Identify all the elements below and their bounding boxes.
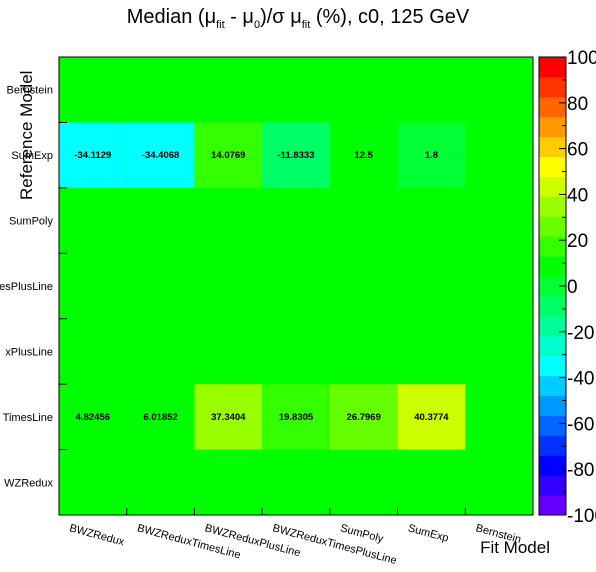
y-tick-label-6: Bernstein bbox=[7, 85, 53, 97]
x-tick-label-5: SumExp bbox=[407, 522, 450, 544]
y-axis-title: Reference Model bbox=[17, 71, 36, 200]
colorbar-tick-label-4: -20 bbox=[567, 323, 594, 344]
colorbar-segment-21 bbox=[539, 76, 566, 98]
colorbar-segment-8 bbox=[539, 335, 566, 357]
colorbar-segment-14 bbox=[539, 216, 566, 237]
y-tick-label-4: SumPoly bbox=[9, 216, 54, 228]
colorbar-segment-3 bbox=[539, 435, 566, 456]
heatmap-cell-0 bbox=[59, 122, 127, 188]
cell-label-11: 40.3774 bbox=[414, 412, 449, 423]
colorbar-tick-label-3: -40 bbox=[567, 369, 594, 390]
heatmap-cell-2 bbox=[194, 122, 263, 188]
heatmap-cell-8 bbox=[194, 384, 263, 450]
y-tick-label-5: SumExp bbox=[11, 150, 53, 162]
colorbar-tick-label-1: -80 bbox=[567, 460, 594, 481]
title-part-1: fit bbox=[216, 19, 225, 31]
y-tick-label-1: TimesLine bbox=[3, 412, 53, 424]
cell-label-4: 12.5 bbox=[354, 150, 373, 161]
colorbar-segment-18 bbox=[539, 136, 566, 158]
colorbar-segment-16 bbox=[539, 176, 566, 197]
colorbar-segment-11 bbox=[539, 276, 566, 297]
colorbar-tick-label-2: -60 bbox=[567, 414, 594, 435]
cell-label-0: -34.1129 bbox=[74, 150, 111, 161]
title-part-6: (%), c0, 125 GeV bbox=[310, 6, 470, 28]
title-part-3: 0 bbox=[253, 19, 261, 31]
colorbar-segment-15 bbox=[539, 196, 566, 217]
cell-label-6: 4.82456 bbox=[76, 412, 110, 423]
plot-frame bbox=[58, 56, 534, 516]
y-tick-label-2: xPlusLine bbox=[5, 346, 53, 358]
colorbar-segment-5 bbox=[539, 395, 566, 416]
cell-label-10: 26.7969 bbox=[347, 412, 381, 423]
cell-label-3: -11.8333 bbox=[278, 150, 315, 161]
colorbar-tick-label-5: 0 bbox=[567, 277, 578, 298]
colorbar-segment-12 bbox=[539, 256, 566, 277]
colorbar-tick-label-8: 60 bbox=[567, 140, 588, 161]
cell-label-9: 19.8305 bbox=[279, 412, 314, 423]
heatmap-cell-7 bbox=[126, 384, 195, 450]
colorbar-tick-label-9: 80 bbox=[567, 94, 588, 115]
cell-label-2: 14.0769 bbox=[211, 150, 245, 161]
cell-label-7: 6.01852 bbox=[143, 412, 177, 423]
heatmap-cell-9 bbox=[262, 384, 330, 450]
colorbar-segment-13 bbox=[539, 236, 566, 257]
title-part-5: fit bbox=[301, 19, 311, 31]
cell-label-5: 1.8 bbox=[425, 150, 438, 161]
colorbar-tick-label-0: -100 bbox=[567, 506, 596, 527]
colorbar-segment-9 bbox=[539, 315, 566, 337]
colorbar-segment-6 bbox=[539, 375, 566, 397]
colorbar-segment-4 bbox=[539, 415, 566, 436]
heatmap-cell-11 bbox=[397, 384, 466, 450]
colorbar-segment-7 bbox=[539, 355, 566, 377]
heatmap-cell-1 bbox=[126, 122, 195, 188]
heatmap-cell-5 bbox=[397, 122, 466, 188]
cell-label-8: 37.3404 bbox=[211, 412, 246, 423]
title-part-2: - μ bbox=[224, 6, 254, 28]
colorbar-segment-22 bbox=[539, 57, 566, 78]
y-tick-label-3: esPlusLine bbox=[0, 281, 53, 293]
chart-title: Median (μfit - μ0)/σ μfit (%), c0, 125 G… bbox=[0, 6, 596, 31]
colorbar-tick-label-7: 40 bbox=[567, 185, 588, 206]
colorbar-segment-17 bbox=[539, 156, 566, 177]
colorbar-segment-20 bbox=[539, 96, 566, 118]
colorbar-segment-19 bbox=[539, 116, 566, 138]
colorbar-segment-2 bbox=[539, 455, 566, 476]
colorbar-tick-label-10: 100 bbox=[567, 48, 596, 69]
heatmap-cell-4 bbox=[329, 122, 398, 188]
title-part-4: )/σ μ bbox=[260, 6, 302, 28]
x-axis-title: Fit Model bbox=[480, 538, 550, 557]
heatmap-cell-10 bbox=[329, 384, 398, 450]
colorbar-segment-0 bbox=[539, 495, 566, 516]
heatmap-cell-3 bbox=[262, 122, 330, 188]
colorbar-segment-10 bbox=[539, 295, 566, 317]
colorbar-segment-1 bbox=[539, 475, 566, 496]
title-part-0: Median (μ bbox=[126, 6, 217, 28]
x-tick-label-0: BWZRedux bbox=[68, 522, 126, 548]
cell-label-1: -34.4068 bbox=[142, 150, 180, 161]
y-tick-label-0: WZRedux bbox=[4, 477, 53, 489]
heatmap-cell-6 bbox=[59, 384, 127, 450]
colorbar-tick-label-6: 20 bbox=[567, 231, 588, 252]
